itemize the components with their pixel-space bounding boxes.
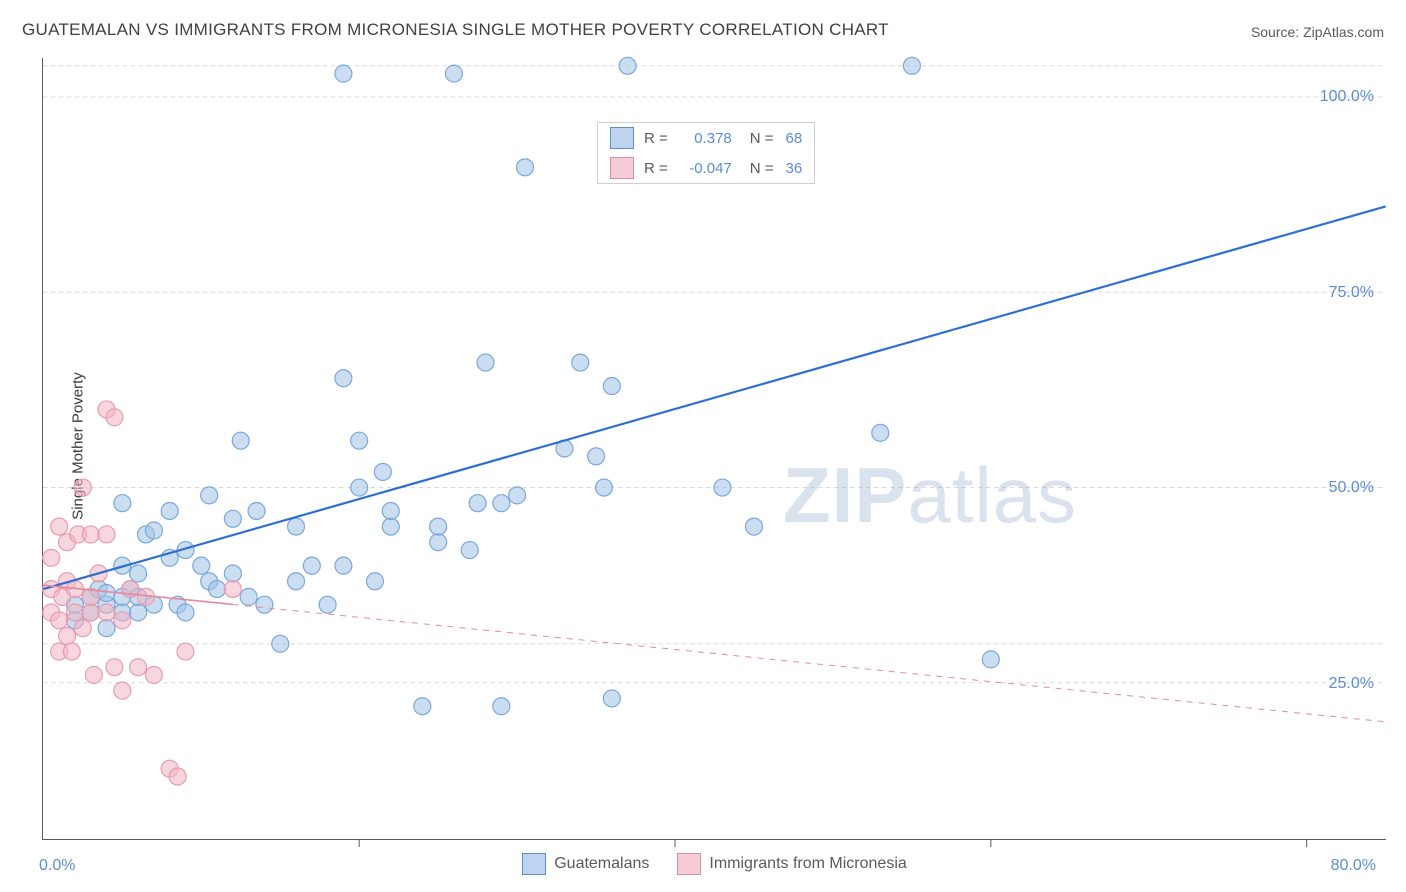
- legend-stat-row: R =0.378N =68: [598, 123, 814, 153]
- legend-swatch: [610, 157, 634, 179]
- legend-item: Immigrants from Micronesia: [677, 853, 906, 875]
- chart-title: GUATEMALAN VS IMMIGRANTS FROM MICRONESIA…: [22, 20, 889, 40]
- legend-item: Guatemalans: [522, 853, 649, 875]
- series-legend: Guatemalans Immigrants from Micronesia: [43, 853, 1386, 875]
- legend-label: Immigrants from Micronesia: [709, 855, 906, 873]
- legend-swatch: [522, 853, 546, 875]
- y-tick-label: 100.0%: [1320, 88, 1374, 106]
- legend-stat-row: R =-0.047N =36: [598, 153, 814, 183]
- legend-swatch: [677, 853, 701, 875]
- legend-swatch: [610, 127, 634, 149]
- plot-area: ZIPatlas R =0.378N =68R =-0.047N =36 25.…: [42, 58, 1386, 840]
- y-tick-label: 25.0%: [1329, 675, 1374, 693]
- source-attribution: Source: ZipAtlas.com: [1251, 24, 1384, 40]
- y-tick-label: 50.0%: [1329, 479, 1374, 497]
- legend-label: Guatemalans: [554, 855, 649, 873]
- y-tick-label: 75.0%: [1329, 284, 1374, 302]
- correlation-legend: R =0.378N =68R =-0.047N =36: [597, 122, 815, 184]
